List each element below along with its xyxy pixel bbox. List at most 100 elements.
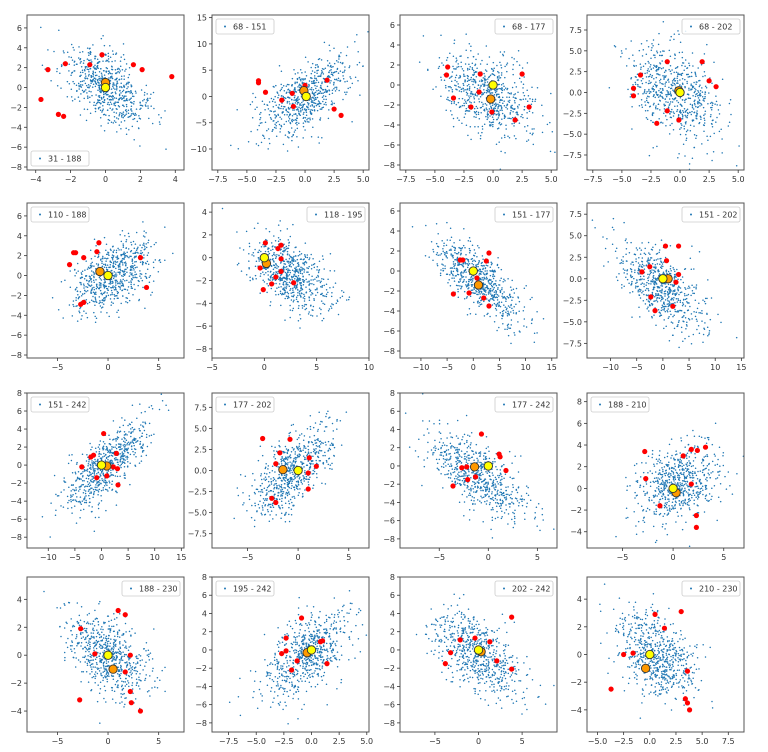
cloud-point — [452, 274, 454, 277]
cloud-point — [473, 79, 476, 81]
cloud-point — [469, 101, 471, 103]
cloud-point — [702, 99, 704, 101]
cloud-point — [99, 87, 101, 90]
cloud-point — [476, 87, 479, 90]
cloud-point — [495, 88, 498, 90]
cloud-point — [86, 95, 89, 97]
cloud-point — [125, 63, 128, 65]
cloud-point — [317, 89, 320, 92]
cloud-point — [164, 259, 166, 261]
cloud-point — [522, 92, 525, 94]
cloud-point — [98, 86, 100, 88]
cloud-point — [60, 87, 62, 89]
cloud-point — [121, 90, 124, 93]
cloud-point — [109, 98, 112, 101]
cloud-point — [268, 138, 270, 140]
cloud-point — [133, 247, 136, 250]
cloud-point — [459, 75, 462, 78]
cloud-point — [292, 259, 294, 261]
cloud-point — [674, 67, 677, 70]
cloud-point — [646, 101, 649, 103]
cloud-point — [498, 71, 500, 74]
cloud-point — [292, 257, 294, 260]
cloud-point — [478, 101, 481, 103]
cloud-point — [430, 241, 433, 243]
cloud-point — [320, 108, 323, 110]
cloud-point — [84, 73, 87, 75]
cloud-point — [512, 312, 515, 314]
cloud-point — [303, 116, 305, 119]
cloud-point — [137, 284, 139, 287]
cloud-point — [536, 332, 538, 334]
cloud-point — [292, 301, 295, 303]
cloud-point — [100, 284, 102, 286]
cloud-point — [106, 264, 109, 266]
cloud-point — [125, 113, 128, 115]
cloud-point — [267, 274, 269, 276]
cloud-point — [462, 276, 465, 278]
cloud-point — [102, 303, 105, 305]
cloud-point — [719, 104, 721, 106]
cloud-point — [681, 64, 683, 67]
cloud-point — [289, 97, 291, 99]
cloud-point — [703, 130, 705, 132]
cloud-point — [336, 300, 339, 303]
cloud-point — [322, 88, 325, 91]
cloud-point — [296, 281, 299, 283]
cloud-point — [81, 69, 84, 72]
cloud-point — [503, 89, 506, 91]
cloud-point — [73, 70, 75, 72]
cloud-point — [482, 279, 485, 281]
cloud-point — [427, 68, 429, 71]
cloud-point — [88, 301, 91, 304]
cloud-point — [670, 72, 672, 75]
cloud-point — [490, 282, 492, 284]
cloud-point — [496, 127, 499, 130]
cloud-point — [671, 108, 673, 111]
cloud-point — [351, 121, 353, 123]
cloud-point — [125, 105, 128, 108]
cloud-point — [485, 276, 488, 278]
cloud-point — [307, 61, 309, 63]
cloud-point — [110, 249, 112, 252]
cloud-point — [299, 68, 302, 71]
cloud-point — [88, 275, 91, 277]
cloud-point — [103, 266, 106, 268]
cloud-point — [459, 86, 461, 89]
y-tick-label: 4 — [202, 208, 207, 217]
cloud-point — [102, 292, 105, 295]
cloud-point — [115, 267, 117, 270]
cloud-point — [337, 77, 340, 80]
cloud-point — [89, 267, 92, 269]
cloud-point — [470, 78, 472, 81]
cloud-point — [110, 289, 113, 292]
cloud-point — [455, 103, 458, 106]
cloud-point — [550, 92, 552, 95]
cloud-point — [447, 99, 450, 101]
y-tick-label: −2 — [10, 103, 22, 112]
cloud-point — [483, 88, 485, 91]
cloud-point — [658, 118, 660, 120]
cloud-point — [77, 297, 80, 300]
cloud-point — [296, 258, 299, 261]
cloud-point — [676, 66, 679, 68]
cloud-point — [254, 96, 257, 99]
cloud-point — [296, 124, 298, 126]
cloud-point — [126, 267, 129, 269]
cloud-point — [457, 83, 459, 85]
cloud-point — [145, 246, 148, 249]
x-tick-label: 0 — [262, 363, 267, 372]
cloud-point — [660, 290, 662, 292]
cloud-point — [468, 247, 471, 250]
cloud-point — [291, 295, 293, 297]
cloud-point — [440, 269, 442, 271]
cloud-point — [143, 254, 145, 256]
cloud-point — [111, 254, 114, 256]
cloud-point — [83, 310, 85, 312]
cloud-point — [473, 71, 476, 74]
cloud-point — [78, 310, 80, 312]
cloud-point — [448, 77, 451, 79]
cloud-point — [701, 91, 704, 93]
cloud-point — [301, 78, 303, 80]
cloud-point — [140, 249, 142, 252]
